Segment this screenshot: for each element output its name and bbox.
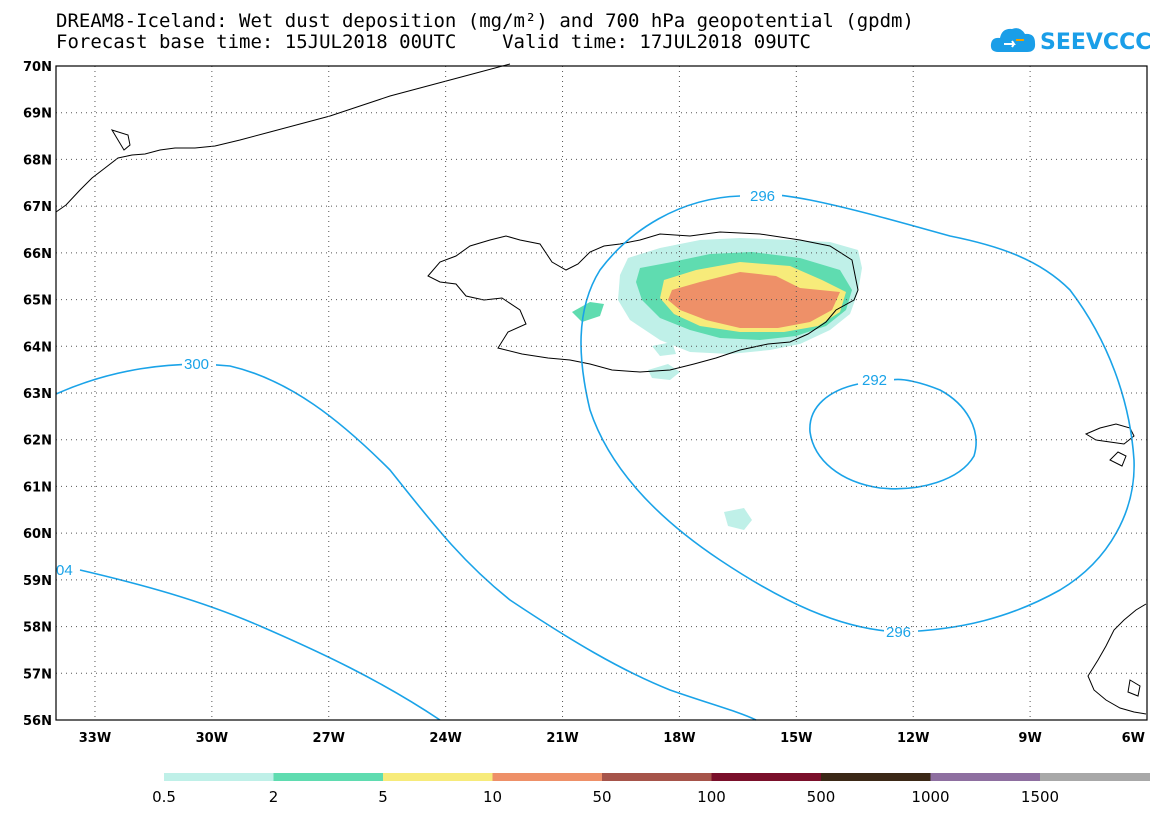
colorbar-legend: 0.5 2 5 10 50 100 500 1000 1500 — [152, 773, 1150, 806]
lat-label: 66N — [23, 247, 52, 262]
legend-swatch — [821, 773, 931, 781]
lat-label: 60N — [23, 527, 52, 542]
contour-292 — [809, 378, 977, 490]
contour-300 — [55, 363, 757, 721]
lat-label: 62N — [23, 434, 52, 449]
lat-label: 57N — [23, 667, 52, 682]
lat-label: 67N — [23, 200, 52, 215]
legend-label: 500 — [807, 788, 836, 806]
lat-label: 63N — [23, 387, 52, 402]
latitude-labels: 70N 69N 68N 67N 66N 65N 64N 63N 62N 61N 60N 59N 58N 5… — [23, 60, 52, 729]
cloud-icon — [990, 28, 1036, 52]
lat-label: 58N — [23, 621, 52, 636]
legend-label: 50 — [592, 788, 611, 806]
coastlines — [55, 63, 1147, 715]
graticule — [56, 66, 1147, 720]
legend-swatch — [602, 773, 712, 781]
legend-swatch — [383, 773, 493, 781]
contour-label-296-top: 296 — [750, 188, 775, 205]
legend-swatch — [492, 773, 603, 781]
legend-swatch — [273, 773, 384, 781]
lon-label: 33W — [79, 731, 111, 746]
longitude-labels: 33W 30W 27W 24W 21W 18W 15W 12W 9W 6W — [79, 731, 1145, 746]
legend-label: 5 — [378, 788, 388, 806]
lon-label: 21W — [546, 731, 578, 746]
legend-label: 0.5 — [152, 788, 176, 806]
lon-label: 27W — [313, 731, 345, 746]
lon-label: 6W — [1122, 731, 1145, 746]
lat-label: 65N — [23, 294, 52, 309]
lon-label: 30W — [196, 731, 228, 746]
lat-label: 69N — [23, 107, 52, 122]
geopotential-contours — [55, 193, 1135, 721]
lon-label: 15W — [780, 731, 812, 746]
map-title: DREAM8-Iceland: Wet dust deposition (mg/… — [56, 10, 914, 32]
legend-label: 100 — [697, 788, 726, 806]
lon-label: 12W — [897, 731, 929, 746]
contour-label-300: 300 — [184, 356, 209, 373]
lat-label: 56N — [23, 714, 52, 729]
lat-label: 70N — [23, 60, 52, 75]
contour-296 — [580, 193, 1135, 633]
legend-label: 1500 — [1021, 788, 1059, 806]
lat-label: 64N — [23, 340, 52, 355]
contour-label-292: 292 — [862, 372, 887, 389]
map-subtitle: Forecast base time: 15JUL2018 00UTC Vali… — [56, 31, 811, 53]
seevccc-logo: SEEVCCC — [990, 28, 1151, 55]
legend-swatch — [711, 773, 822, 781]
lon-label: 18W — [663, 731, 695, 746]
legend-swatch — [164, 773, 274, 781]
map-frame — [55, 65, 1148, 721]
legend-label: 10 — [483, 788, 502, 806]
legend-swatch — [930, 773, 1041, 781]
lat-label: 68N — [23, 153, 52, 168]
contour-label-304: 04 — [56, 562, 73, 579]
legend-swatch — [1040, 773, 1150, 781]
contour-label-296-bottom: 296 — [886, 624, 911, 641]
logo-text: SEEVCCC — [1040, 30, 1151, 55]
legend-label: 1000 — [911, 788, 949, 806]
legend-label: 2 — [269, 788, 279, 806]
lon-label: 9W — [1018, 731, 1041, 746]
lat-label: 59N — [23, 574, 52, 589]
lat-label: 61N — [23, 480, 52, 495]
contour-labels: 300 296 296 292 04 — [56, 186, 918, 641]
lon-label: 24W — [429, 731, 461, 746]
contour-304 — [79, 569, 441, 721]
